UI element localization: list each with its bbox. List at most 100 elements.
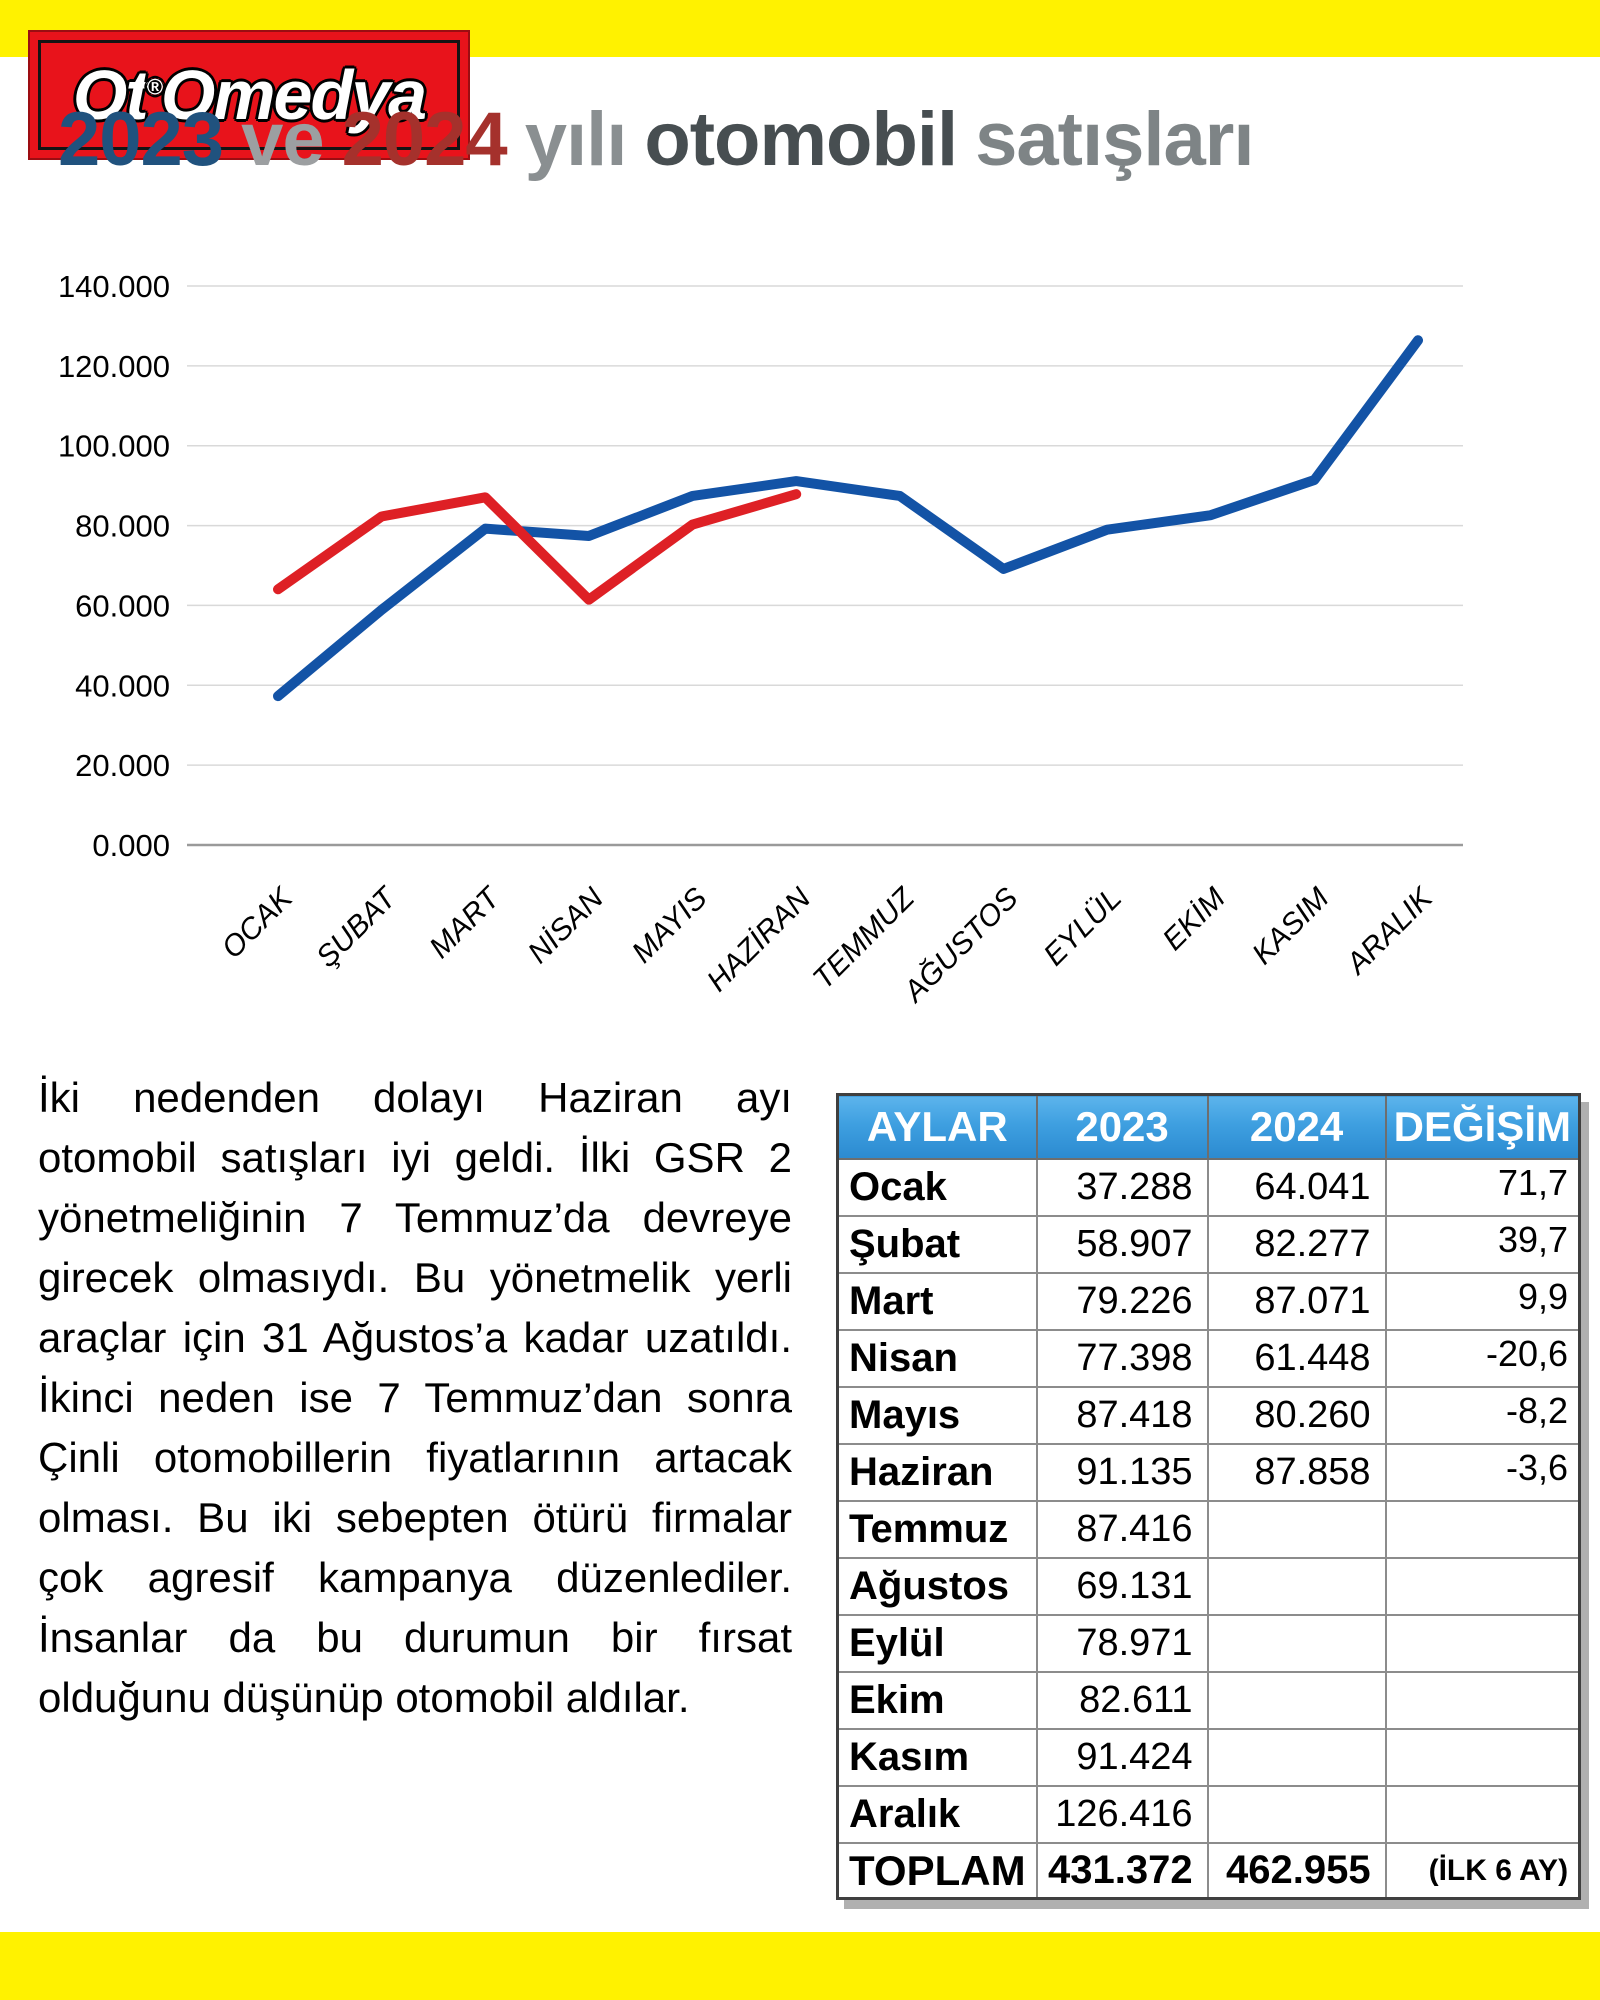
table-row: Ağustos 69.131 — [836, 1557, 1581, 1616]
cell-2023: 91.424 — [1035, 1728, 1209, 1787]
cell-change — [1384, 1614, 1581, 1673]
cell-month: Aralık — [836, 1785, 1038, 1844]
cell-month: Kasım — [836, 1728, 1038, 1787]
cell-change: 9,9 — [1384, 1272, 1581, 1331]
y-axis-tick-label: 140.000 — [58, 269, 170, 304]
series-line-2023 — [273, 335, 1424, 702]
cell-total-label: TOPLAM — [836, 1842, 1038, 1900]
cell-change: -3,6 — [1384, 1443, 1581, 1502]
x-axis-tick-label: MAYIS — [626, 882, 714, 970]
title-segment: ve — [241, 97, 325, 182]
table-header-row: AYLAR 2023 2024 DEĞİŞİM — [836, 1093, 1581, 1160]
series-line-2024 — [273, 489, 802, 605]
cell-2024 — [1206, 1671, 1387, 1730]
table-header-aylar: AYLAR — [836, 1093, 1038, 1160]
cell-month: Şubat — [836, 1215, 1038, 1274]
title-segment: 2023 — [58, 97, 224, 182]
table-row: Aralık 126.416 — [836, 1785, 1581, 1844]
cell-2024: 82.277 — [1206, 1215, 1387, 1274]
otomedya-logo: Ot®Omedya — [28, 30, 470, 160]
cell-2024: 87.071 — [1206, 1272, 1387, 1331]
x-axis-tick-label: HAZİRAN — [701, 881, 818, 998]
logo-text-pre: Ot — [72, 56, 149, 134]
x-axis-tick-label: NİSAN — [522, 881, 610, 969]
cell-change: -8,2 — [1384, 1386, 1581, 1445]
cell-month: Nisan — [836, 1329, 1038, 1388]
table-total-row: TOPLAM 431.372 462.955 (İLK 6 AY) — [836, 1842, 1581, 1900]
y-axis-tick-label: 60.000 — [75, 588, 170, 623]
logo-text-post: Omedya — [160, 56, 427, 134]
cell-2024: 64.041 — [1206, 1158, 1387, 1217]
title-segment: satışları — [975, 97, 1254, 182]
table-row: Nisan 77.398 61.448 -20,6 — [836, 1329, 1581, 1388]
y-axis-tick-label: 80.000 — [75, 509, 170, 544]
cell-change — [1384, 1557, 1581, 1616]
cell-2024: 87.858 — [1206, 1443, 1387, 1502]
x-axis-tick-label: EKİM — [1157, 882, 1232, 957]
cell-2024: 80.260 — [1206, 1386, 1387, 1445]
sales-table: AYLAR 2023 2024 DEĞİŞİM Ocak 37.288 64.041… — [836, 1093, 1582, 1900]
cell-2024 — [1206, 1614, 1387, 1673]
cell-month: Haziran — [836, 1443, 1038, 1502]
x-axis-tick-label: ARALIK — [1339, 880, 1441, 982]
x-axis-tick-label: OCAK — [215, 880, 300, 965]
cell-2023: 126.416 — [1035, 1785, 1209, 1844]
logo-text: Ot®Omedya — [72, 55, 427, 135]
x-axis-tick-label: KASIM — [1246, 882, 1335, 971]
title-segment: otomobil — [644, 97, 958, 182]
table-row: Kasım 91.424 — [836, 1728, 1581, 1787]
sales-line-chart: 140.000 120.000 100.000 80.000 60.000 40.000 2… — [20, 240, 1500, 1030]
cell-2024 — [1206, 1557, 1387, 1616]
cell-2023: 77.398 — [1035, 1329, 1209, 1388]
cell-2023: 78.971 — [1035, 1614, 1209, 1673]
cell-2023: 69.131 — [1035, 1557, 1209, 1616]
cell-2024 — [1206, 1500, 1387, 1559]
cell-2023: 79.226 — [1035, 1272, 1209, 1331]
article-text: İki nedenden dolayı Haziran ayı otomobil… — [38, 1074, 792, 1721]
table-row: Ocak 37.288 64.041 71,7 — [836, 1158, 1581, 1217]
cell-2023: 87.416 — [1035, 1500, 1209, 1559]
cell-2023: 82.611 — [1035, 1671, 1209, 1730]
y-axis-tick-label: 100.000 — [58, 429, 170, 464]
cell-total-note: (İLK 6 AY) — [1384, 1842, 1581, 1900]
x-axis-tick-label: EYLÜL — [1038, 882, 1129, 973]
cell-2024: 61.448 — [1206, 1329, 1387, 1388]
table-header-degisim: DEĞİŞİM — [1384, 1093, 1581, 1160]
cell-2023: 91.135 — [1035, 1443, 1209, 1502]
cell-2024 — [1206, 1728, 1387, 1787]
y-axis-tick-label: 120.000 — [58, 349, 170, 384]
y-axis-tick-label: 0.000 — [92, 828, 170, 863]
page-title: 2023 ve 2024 yılı otomobil satışları — [58, 96, 1558, 183]
title-segment: 2024 — [341, 97, 508, 182]
cell-month: Ekim — [836, 1671, 1038, 1730]
table-row: Mayıs 87.418 80.260 -8,2 — [836, 1386, 1581, 1445]
cell-change: 39,7 — [1384, 1215, 1581, 1274]
cell-month: Eylül — [836, 1614, 1038, 1673]
registered-mark-icon: ® — [146, 74, 163, 100]
cell-total-2023: 431.372 — [1035, 1842, 1209, 1900]
x-axis-tick-label: ŞUBAT — [310, 880, 404, 974]
table-header-2024: 2024 — [1206, 1093, 1387, 1160]
table-row: Ekim 82.611 — [836, 1671, 1581, 1730]
cell-change: 71,7 — [1384, 1158, 1581, 1217]
cell-total-2024: 462.955 — [1206, 1842, 1387, 1900]
table-row: Temmuz 87.416 — [836, 1500, 1581, 1559]
cell-2023: 58.907 — [1035, 1215, 1209, 1274]
bottom-yellow-stripe — [0, 1932, 1600, 2000]
cell-month: Ağustos — [836, 1557, 1038, 1616]
table-row: Şubat 58.907 82.277 39,7 — [836, 1215, 1581, 1274]
cell-2023: 37.288 — [1035, 1158, 1209, 1217]
table-row: Mart 79.226 87.071 9,9 — [836, 1272, 1581, 1331]
cell-change — [1384, 1500, 1581, 1559]
cell-change — [1384, 1671, 1581, 1730]
cell-change — [1384, 1785, 1581, 1844]
table-header-2023: 2023 — [1035, 1093, 1209, 1160]
table-row: Eylül 78.971 — [836, 1614, 1581, 1673]
cell-2023: 87.418 — [1035, 1386, 1209, 1445]
cell-month: Mayıs — [836, 1386, 1038, 1445]
cell-month: Mart — [836, 1272, 1038, 1331]
y-axis-tick-label: 40.000 — [75, 668, 170, 703]
title-segment: yılı — [524, 97, 628, 182]
x-axis-tick-label: MART — [423, 880, 508, 965]
